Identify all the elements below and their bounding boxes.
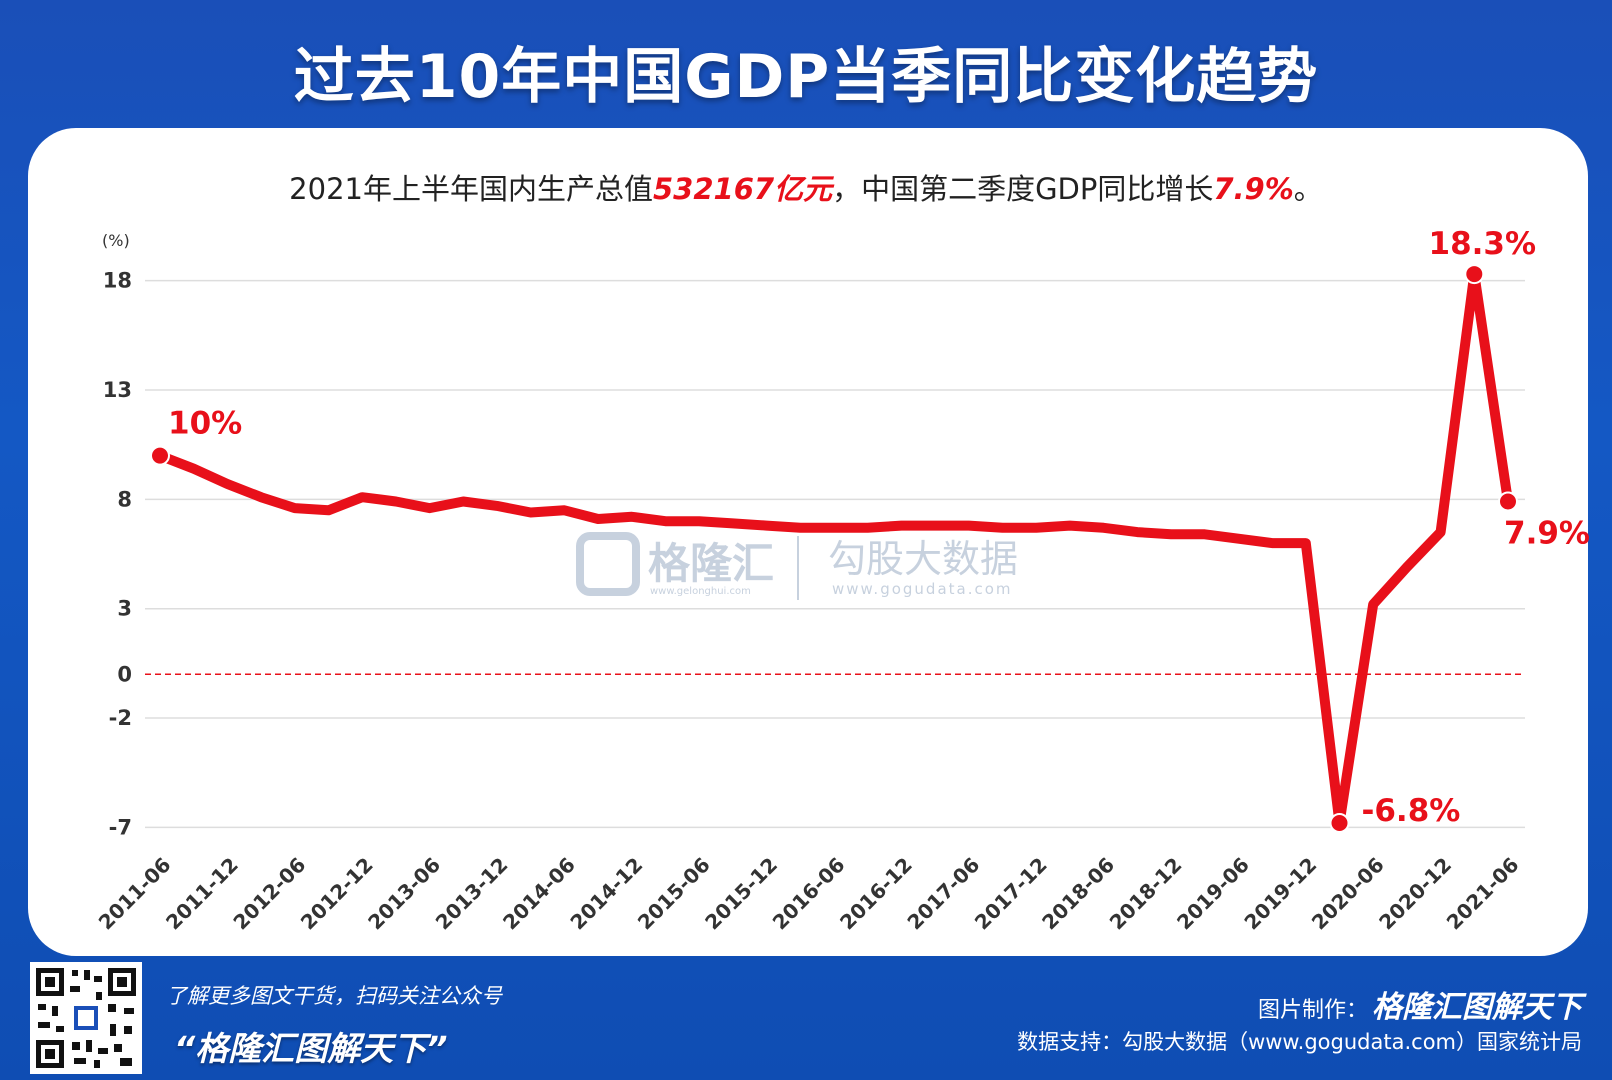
gdp-series-line [155, 269, 1513, 828]
y-tick-label: -7 [109, 815, 132, 839]
y-tick-label: 18 [103, 269, 132, 293]
data-label: 7.9% [1504, 516, 1590, 552]
subtitle-growth-rate: 7.9% [1213, 172, 1294, 206]
y-tick-label: 0 [117, 662, 132, 686]
watermark-partner-url: www.gogudata.com [832, 580, 1013, 598]
chart-title: 过去10年中国GDP当季同比变化趋势 [293, 42, 1319, 112]
data-label: -6.8% [1362, 793, 1461, 829]
gdp-line-chart: 格隆汇 www.gelonghui.com 勾股大数据 www.gogudata… [94, 226, 1590, 935]
x-tick-label: 2015-12 [700, 853, 782, 935]
y-tick-label: -2 [109, 706, 132, 730]
footer-promo-line: 了解更多图文干货，扫码关注公众号 [166, 984, 502, 1008]
x-tick-label: 2012-06 [228, 853, 310, 935]
x-tick-label: 2019-12 [1239, 853, 1321, 935]
watermark: 格隆汇 www.gelonghui.com 勾股大数据 www.gogudata… [576, 532, 1018, 600]
x-tick-label: 2021-06 [1442, 853, 1524, 935]
data-point [1464, 264, 1485, 285]
footer-credit: 图片制作： 格隆汇图解天下 [1258, 982, 1582, 1026]
watermark-brand-url: www.gelonghui.com [650, 586, 751, 597]
x-tick-label: 2017-06 [902, 853, 984, 935]
data-point [150, 445, 170, 466]
y-tick-label: 13 [103, 378, 132, 402]
data-point [1498, 491, 1518, 512]
chart-card [28, 128, 1588, 956]
data-label: 18.3% [1429, 226, 1537, 262]
x-tick-label: 2014-06 [498, 853, 580, 935]
data-point [1329, 813, 1350, 834]
chart-subtitle: 2021年上半年国内生产总值532167亿元，中国第二季度GDP同比增长7.9%… [0, 166, 1612, 208]
y-tick-label: 3 [117, 597, 132, 621]
x-tick-label: 2011-06 [94, 853, 176, 935]
x-tick-label: 2013-12 [431, 853, 513, 935]
footer-promo-name: “格隆汇图解天下” [174, 1029, 448, 1068]
x-tick-label: 2020-12 [1374, 853, 1456, 935]
x-tick-label: 2017-12 [970, 853, 1052, 935]
x-tick-label: 2018-12 [1105, 853, 1187, 935]
x-tick-label: 2011-12 [161, 853, 243, 935]
x-tick-label: 2016-12 [835, 853, 917, 935]
x-tick-label: 2014-12 [565, 853, 647, 935]
x-tick-label: 2015-06 [633, 853, 715, 935]
subtitle-suffix: 。 [1293, 172, 1323, 206]
footer-credit-label: 图片制作： [1257, 998, 1368, 1023]
y-tick-label: 8 [117, 487, 132, 511]
qr-code [30, 962, 142, 1074]
watermark-brand: 格隆汇 [648, 539, 774, 588]
x-tick-label: 2012-12 [296, 853, 378, 935]
watermark-partner: 勾股大数据 [828, 537, 1018, 581]
y-unit-label: (%) [102, 231, 130, 250]
subtitle-prefix: 2021年上半年国内生产总值 [289, 172, 653, 206]
x-tick-label: 2019-06 [1172, 853, 1254, 935]
x-tick-label: 2016-06 [768, 853, 850, 935]
x-tick-label: 2013-06 [363, 853, 445, 935]
footer-credit-brand: 格隆汇图解天下 [1372, 990, 1582, 1025]
subtitle-gdp-total: 532167亿元 [652, 172, 833, 206]
footer-source: 数据支持：勾股大数据（www.gogudata.com）国家统计局 [1017, 1030, 1582, 1054]
watermark-logo-icon [576, 532, 640, 596]
x-tick-label: 2018-06 [1037, 853, 1119, 935]
x-tick-label: 2020-06 [1307, 853, 1389, 935]
subtitle-middle: ，中国第二季度GDP同比增长 [832, 172, 1214, 206]
data-label: 10% [168, 406, 242, 442]
